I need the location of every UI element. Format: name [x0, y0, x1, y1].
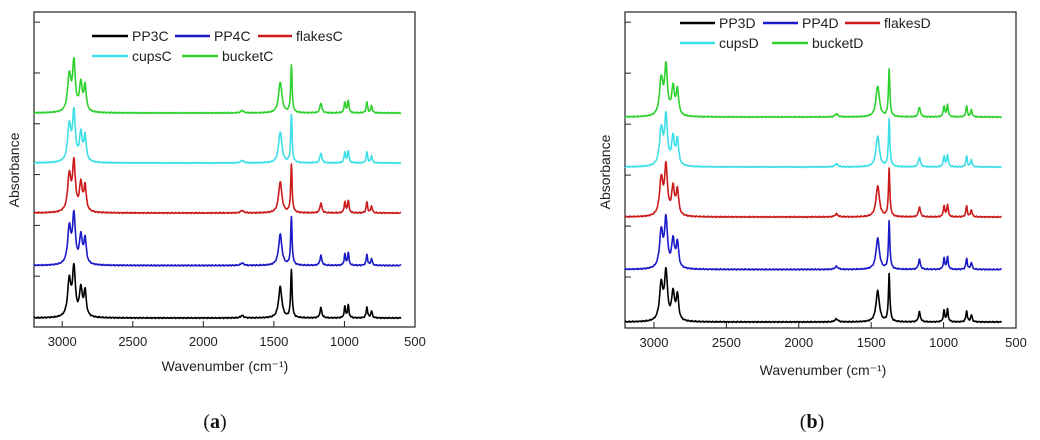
x-tick-label-b-2500: 2500: [712, 335, 741, 350]
x-tick-label-a-500: 500: [404, 334, 426, 349]
x-tick-label-b-1500: 1500: [857, 335, 886, 350]
spectra-lines-a: [33, 57, 402, 320]
series-line-flakesc: [33, 156, 402, 215]
series-line-pp4d: [624, 213, 1003, 271]
x-tick-label-a-2000: 2000: [189, 334, 218, 349]
y-axis-label-b: Absorbance: [597, 134, 613, 209]
series-line-pp3d: [624, 266, 1003, 324]
x-tick-label-a-1000: 1000: [330, 334, 359, 349]
x-tick-label-a-2500: 2500: [118, 334, 147, 349]
y-ticks-a: [34, 21, 40, 277]
chart-panel-b: 3000 2500 2000 1500 1000 500 Absorbance Waven…: [597, 11, 1027, 433]
legend-label-pp3d: PP3D: [719, 15, 756, 31]
y-axis-label-a: Absorbance: [6, 132, 22, 207]
legend-a: PP3C PP4C flakesC cupsC bucketC: [92, 28, 343, 64]
series-line-cupsc: [33, 106, 402, 165]
x-axis-label-b: Wavenumber (cm⁻¹): [760, 362, 887, 378]
x-tick-label-b-1000: 1000: [929, 335, 958, 350]
legend-label-flakesc: flakesC: [296, 28, 343, 44]
x-tick-label-b-2000: 2000: [784, 335, 813, 350]
x-axis-label-a: Wavenumber (cm⁻¹): [162, 358, 289, 374]
legend-label-pp4d: PP4D: [802, 15, 839, 31]
legend-label-pp3c: PP3C: [132, 28, 169, 44]
legend-label-flakesd: flakesD: [884, 15, 931, 31]
caption-a: (a): [203, 411, 226, 433]
plot-frame-b: [624, 11, 1017, 329]
caption-b: (b): [800, 411, 824, 433]
spectra-lines-b: [624, 61, 1003, 324]
series-line-pp4c: [33, 209, 402, 267]
legend-label-cupsd: cupsD: [719, 35, 759, 51]
x-tick-label-b-3000: 3000: [640, 335, 669, 350]
series-line-cupsd: [624, 110, 1003, 169]
legend-label-bucketd: bucketD: [812, 35, 863, 51]
y-ticks-b: [625, 21, 631, 278]
legend-label-cupsc: cupsC: [132, 48, 172, 64]
series-line-flakesd: [624, 160, 1003, 219]
plot-frame-a: [33, 11, 416, 328]
series-line-pp3c: [33, 262, 402, 320]
x-ticks-a: [61, 321, 416, 327]
x-tick-label-b-500: 500: [1005, 335, 1027, 350]
x-tick-labels-a: 3000 2500 2000 1500 1000 500: [48, 334, 426, 349]
x-tick-label-a-1500: 1500: [259, 334, 288, 349]
series-line-bucketc: [33, 57, 402, 115]
chart-panel-a: 3000 2500 2000 1500 1000 500 Absorbance Waven…: [6, 11, 426, 433]
x-tick-label-a-3000: 3000: [48, 334, 77, 349]
x-tick-labels-b: 3000 2500 2000 1500 1000 500: [640, 335, 1027, 350]
legend-b: PP3D PP4D flakesD cupsD bucketD: [680, 15, 931, 51]
series-line-bucketd: [624, 61, 1003, 119]
legend-label-pp4c: PP4C: [214, 28, 251, 44]
legend-label-bucketc: bucketC: [222, 48, 273, 64]
